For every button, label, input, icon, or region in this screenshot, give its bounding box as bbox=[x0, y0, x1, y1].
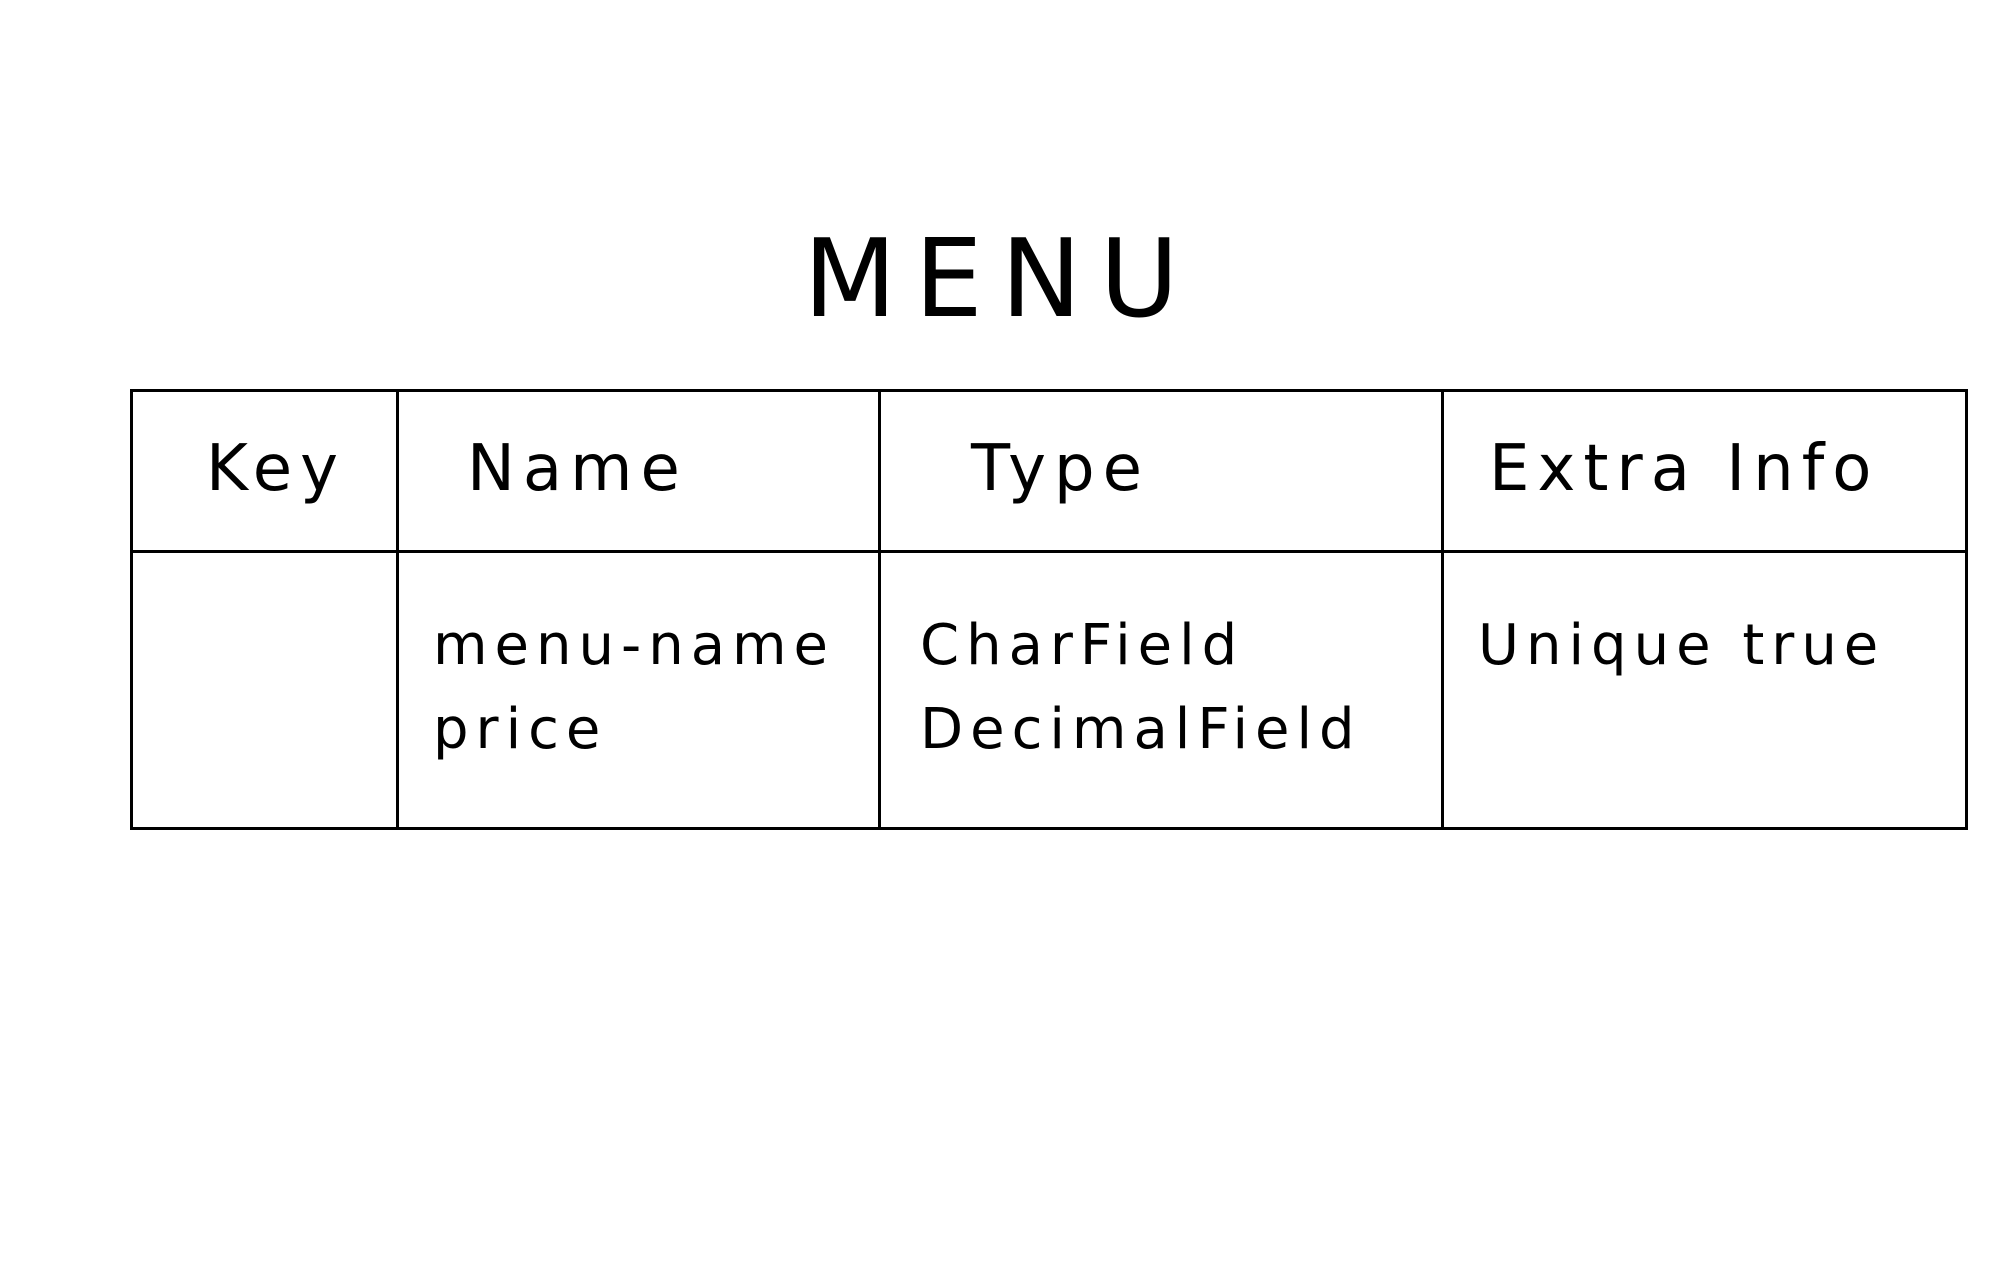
extra-info-unique: Unique true bbox=[1478, 613, 1886, 678]
field-type-charfield: CharField bbox=[920, 613, 1245, 678]
menu-table: Key Name Type Extra Info menu-name price… bbox=[130, 389, 1968, 830]
column-divider bbox=[1441, 392, 1444, 827]
header-type: Type bbox=[971, 432, 1150, 506]
header-key: Key bbox=[206, 432, 347, 506]
cell-extra-info: Unique true bbox=[1478, 604, 1885, 688]
column-divider bbox=[878, 392, 881, 827]
header-extra-info: Extra Info bbox=[1489, 432, 1880, 506]
cell-name: menu-name price bbox=[433, 604, 835, 772]
page-title: MENU bbox=[803, 217, 1197, 342]
field-name-price: price bbox=[433, 697, 608, 762]
column-divider bbox=[396, 392, 399, 827]
field-name-menu-name: menu-name bbox=[433, 613, 836, 678]
cell-type: CharField DecimalField bbox=[920, 604, 1362, 772]
field-type-decimalfield: DecimalField bbox=[920, 697, 1362, 762]
header-divider bbox=[133, 550, 1965, 553]
header-name: Name bbox=[467, 432, 688, 506]
